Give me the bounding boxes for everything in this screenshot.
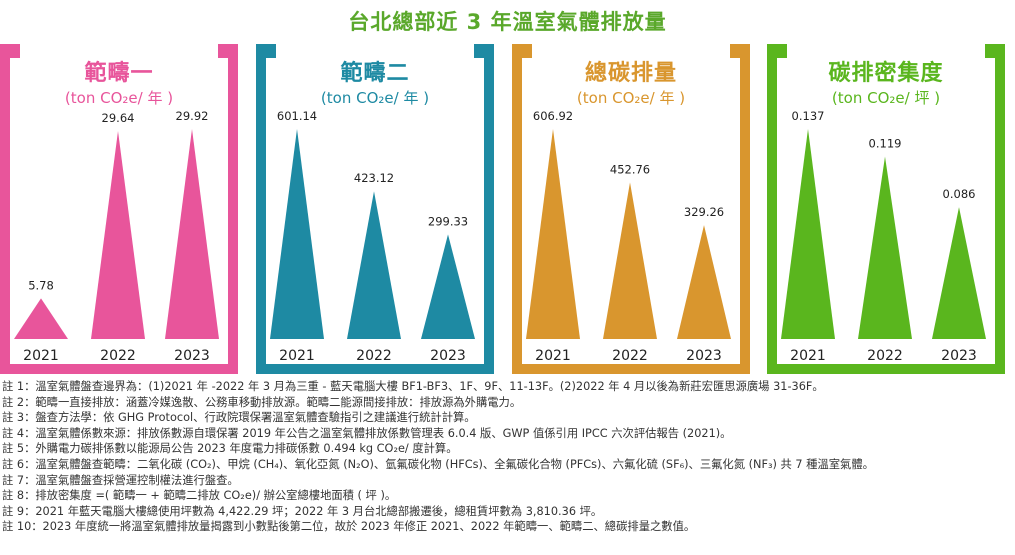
category-label: 2022 — [867, 348, 903, 364]
category-label: 2023 — [941, 348, 977, 364]
panel-title: 總碳排量 — [584, 61, 677, 86]
footnote: 註 10：2023 年度統一將溫室氣體排放量揭露到小數點後第二位，故於 2023… — [2, 520, 696, 534]
triangle-bar-2023 — [932, 207, 986, 339]
panel-unit: (ton CO₂e/ 年 ) — [64, 89, 174, 107]
triangle-bar-2021 — [526, 129, 580, 339]
panel-header: 總碳排量 (ton CO₂e/ 年 ) — [522, 60, 740, 108]
panel-scope2: 範疇二 (ton CO₂e/ 年 ) 601.14 2021 423.12 2022 2… — [256, 44, 494, 374]
panel-scope1: 範疇一 (ton CO₂e/ 年 ) 5.78 2021 29.64 2022 29.9… — [0, 44, 238, 374]
data-label: 452.76 — [610, 162, 650, 176]
footnote: 註 7：溫室氣體盤查採營運控制權法進行盤查。 — [2, 473, 239, 487]
panel-title: 碳排密集度 — [828, 61, 944, 86]
triangle-bar-2021 — [270, 129, 324, 339]
data-label: 601.14 — [277, 109, 317, 123]
triangle-bar-2021 — [781, 129, 835, 339]
footnote: 註 8：排放密集度 =( 範疇一 + 範疇二排放 CO₂e)/ 辦公室總樓地面積… — [2, 489, 397, 503]
page-title: 台北總部近 3 年溫室氣體排放量 — [348, 10, 667, 34]
data-label: 0.119 — [869, 137, 902, 151]
panel-unit: (ton CO₂e/ 年 ) — [320, 89, 430, 107]
triangle-bar-2022 — [858, 156, 912, 339]
panel-header: 碳排密集度 (ton CO₂e/ 坪 ) — [777, 60, 995, 108]
triangle-bar-2021 — [14, 298, 68, 339]
data-label: 329.26 — [684, 205, 724, 219]
category-label: 2022 — [612, 348, 648, 364]
triangle-bar-2023 — [421, 234, 475, 339]
data-label: 0.137 — [792, 109, 825, 123]
data-label: 299.33 — [428, 214, 468, 228]
triangle-bar-2022 — [603, 182, 657, 339]
panel-border-gap — [787, 44, 985, 58]
panel-border-gap — [276, 44, 474, 58]
panel-total-emissions: 總碳排量 (ton CO₂e/ 年 ) 606.92 2021 452.76 2022… — [512, 44, 750, 374]
footnote: 註 9：2021 年藍天電腦大樓總使用坪數為 4,422.29 坪；2022 年… — [2, 504, 603, 518]
footnote: 註 1：溫室氣體盤查邊界為：(1)2021 年 -2022 年 3 月為三重 -… — [2, 380, 824, 393]
data-label: 5.78 — [28, 278, 54, 292]
triangle-chart: 0.137 2021 0.119 2022 0.086 2023 — [781, 109, 986, 364]
footnotes: 註 1：溫室氣體盤查邊界為：(1)2021 年 -2022 年 3 月為三重 -… — [2, 379, 1012, 535]
footnote: 註 5：外購電力碳排係數以能源局公告 2023 年度電力排碳係數 0.494 k… — [2, 442, 458, 456]
footnote: 註 6：溫室氣體盤查範疇：二氧化碳 (CO₂)、甲烷 (CH₄)、氧化亞氮 (N… — [2, 457, 874, 471]
triangle-bar-2022 — [91, 130, 145, 339]
panel-header: 範疇二 (ton CO₂e/ 年 ) — [266, 60, 484, 108]
data-label: 0.086 — [943, 187, 976, 201]
panel-header: 範疇一 (ton CO₂e/ 年 ) — [10, 60, 228, 108]
data-label: 29.64 — [102, 111, 135, 125]
triangle-bar-2023 — [165, 129, 219, 339]
footnote: 註 3：盤查方法學：依 GHG Protocol、行政院環保署溫室氣體查驗指引之… — [2, 411, 476, 425]
panel-border-gap — [532, 44, 730, 58]
panel-emission-intensity: 碳排密集度 (ton CO₂e/ 坪 ) 0.137 2021 0.119 2022 0… — [767, 44, 1005, 374]
category-label: 2021 — [23, 348, 59, 364]
panel-title: 範疇一 — [84, 61, 154, 86]
data-label: 29.92 — [176, 109, 209, 123]
category-label: 2022 — [356, 348, 392, 364]
panel-title: 範疇二 — [340, 61, 410, 86]
panel-unit: (ton CO₂e/ 坪 ) — [831, 89, 941, 107]
category-label: 2023 — [430, 348, 466, 364]
panel-unit: (ton CO₂e/ 年 ) — [576, 89, 686, 107]
footnote: 註 4：溫室氣體係數來源：排放係數源自環保署 2019 年公告之溫室氣體排放係數… — [2, 426, 732, 440]
category-label: 2023 — [174, 348, 210, 364]
data-label: 423.12 — [354, 171, 394, 185]
category-label: 2022 — [100, 348, 136, 364]
category-label: 2021 — [279, 348, 315, 364]
category-label: 2023 — [686, 348, 722, 364]
category-label: 2021 — [790, 348, 826, 364]
triangle-chart: 601.14 2021 423.12 2022 299.33 2023 — [270, 109, 475, 364]
footnote: 註 2：範疇一直接排放：涵蓋冷媒逸散、公務車移動排放源。範疇二能源間接排放：排放… — [2, 395, 522, 409]
triangle-chart: 5.78 2021 29.64 2022 29.92 2023 — [14, 109, 219, 364]
category-label: 2021 — [535, 348, 571, 364]
triangle-bar-2022 — [347, 191, 401, 339]
data-label: 606.92 — [533, 109, 573, 123]
triangle-chart: 606.92 2021 452.76 2022 329.26 2023 — [526, 109, 731, 364]
panel-border-gap — [20, 44, 218, 58]
triangle-bar-2023 — [677, 225, 731, 339]
